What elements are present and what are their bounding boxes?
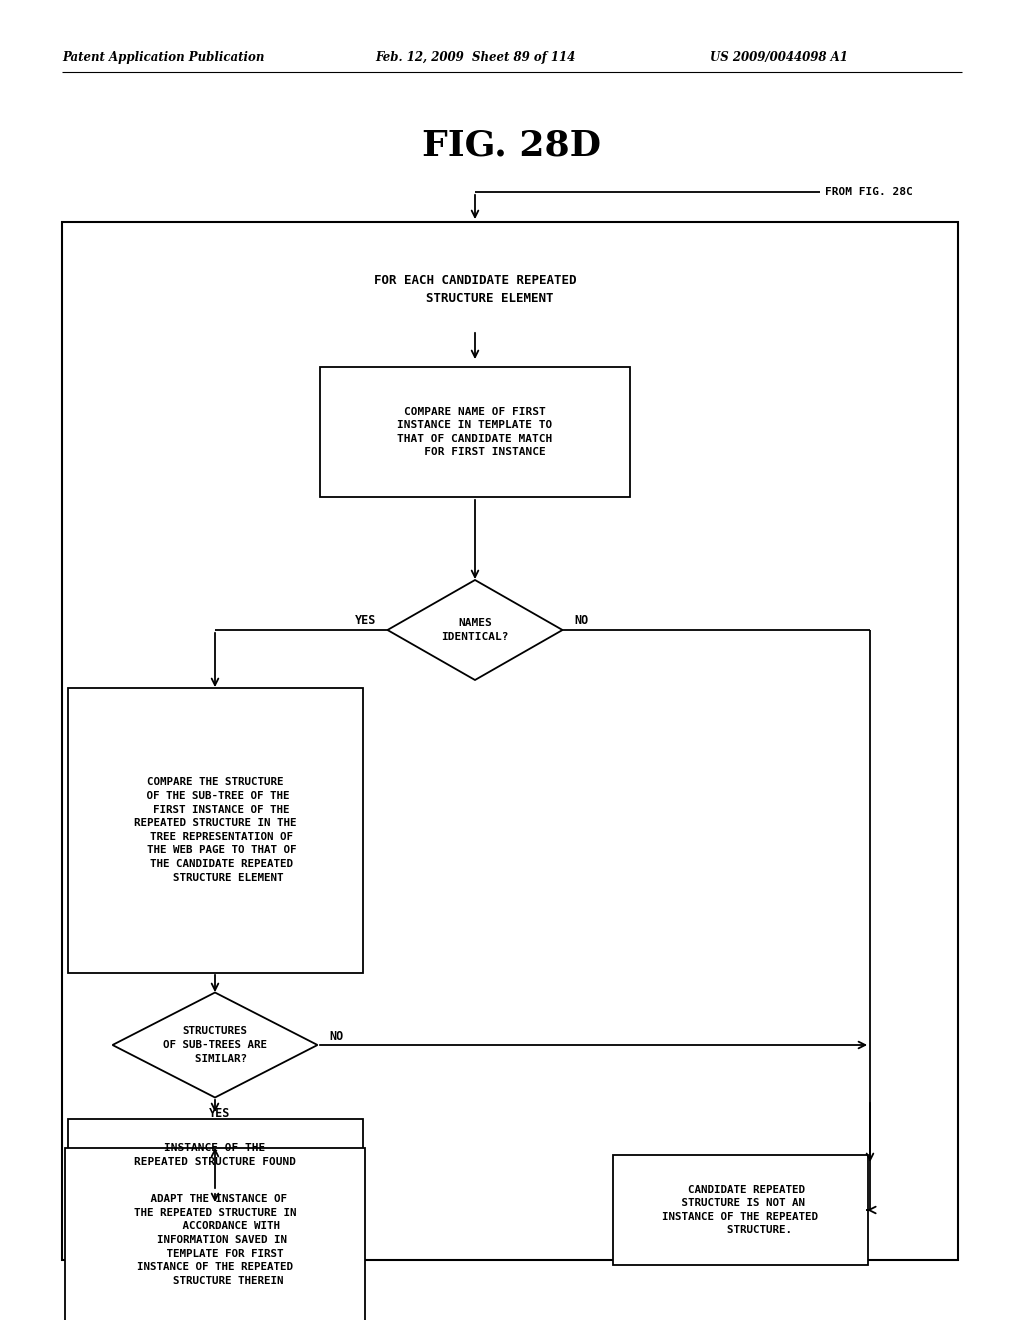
Bar (612, 1155, 867, 1265)
Text: STRUCTURES
OF SUB-TREES ARE
  SIMILAR?: STRUCTURES OF SUB-TREES ARE SIMILAR? (163, 1027, 267, 1064)
Text: NO: NO (574, 614, 588, 627)
Polygon shape (113, 993, 317, 1097)
Bar (62, 222, 958, 1261)
Text: Feb. 12, 2009  Sheet 89 of 114: Feb. 12, 2009 Sheet 89 of 114 (375, 51, 575, 65)
Text: YES: YES (354, 614, 376, 627)
Bar (319, 367, 630, 498)
Text: CANDIDATE REPEATED
 STRUCTURE IS NOT AN
INSTANCE OF THE REPEATED
      STRUCTURE: CANDIDATE REPEATED STRUCTURE IS NOT AN I… (662, 1184, 818, 1236)
Text: COMPARE NAME OF FIRST
INSTANCE IN TEMPLATE TO
THAT OF CANDIDATE MATCH
   FOR FIR: COMPARE NAME OF FIRST INSTANCE IN TEMPLA… (397, 407, 553, 458)
Text: FOR EACH CANDIDATE REPEATED
    STRUCTURE ELEMENT: FOR EACH CANDIDATE REPEATED STRUCTURE EL… (374, 275, 577, 305)
Bar (65, 1147, 365, 1320)
Polygon shape (387, 579, 562, 680)
Text: FIG. 28D: FIG. 28D (423, 128, 601, 162)
Text: INSTANCE OF THE
REPEATED STRUCTURE FOUND: INSTANCE OF THE REPEATED STRUCTURE FOUND (134, 1143, 296, 1167)
Text: YES: YES (209, 1107, 230, 1119)
Text: FROM FIG. 28C: FROM FIG. 28C (825, 187, 912, 197)
Bar (68, 688, 362, 973)
Text: NO: NO (329, 1031, 343, 1044)
Text: NAMES
IDENTICAL?: NAMES IDENTICAL? (441, 618, 509, 642)
Text: Patent Application Publication: Patent Application Publication (62, 51, 264, 65)
Text: ADAPT THE INSTANCE OF
THE REPEATED STRUCTURE IN
     ACCORDANCE WITH
  INFORMATI: ADAPT THE INSTANCE OF THE REPEATED STRUC… (134, 1195, 296, 1286)
Bar (68, 1119, 362, 1191)
Text: COMPARE THE STRUCTURE
 OF THE SUB-TREE OF THE
  FIRST INSTANCE OF THE
REPEATED S: COMPARE THE STRUCTURE OF THE SUB-TREE OF… (134, 777, 296, 883)
Text: US 2009/0044098 A1: US 2009/0044098 A1 (710, 51, 848, 65)
